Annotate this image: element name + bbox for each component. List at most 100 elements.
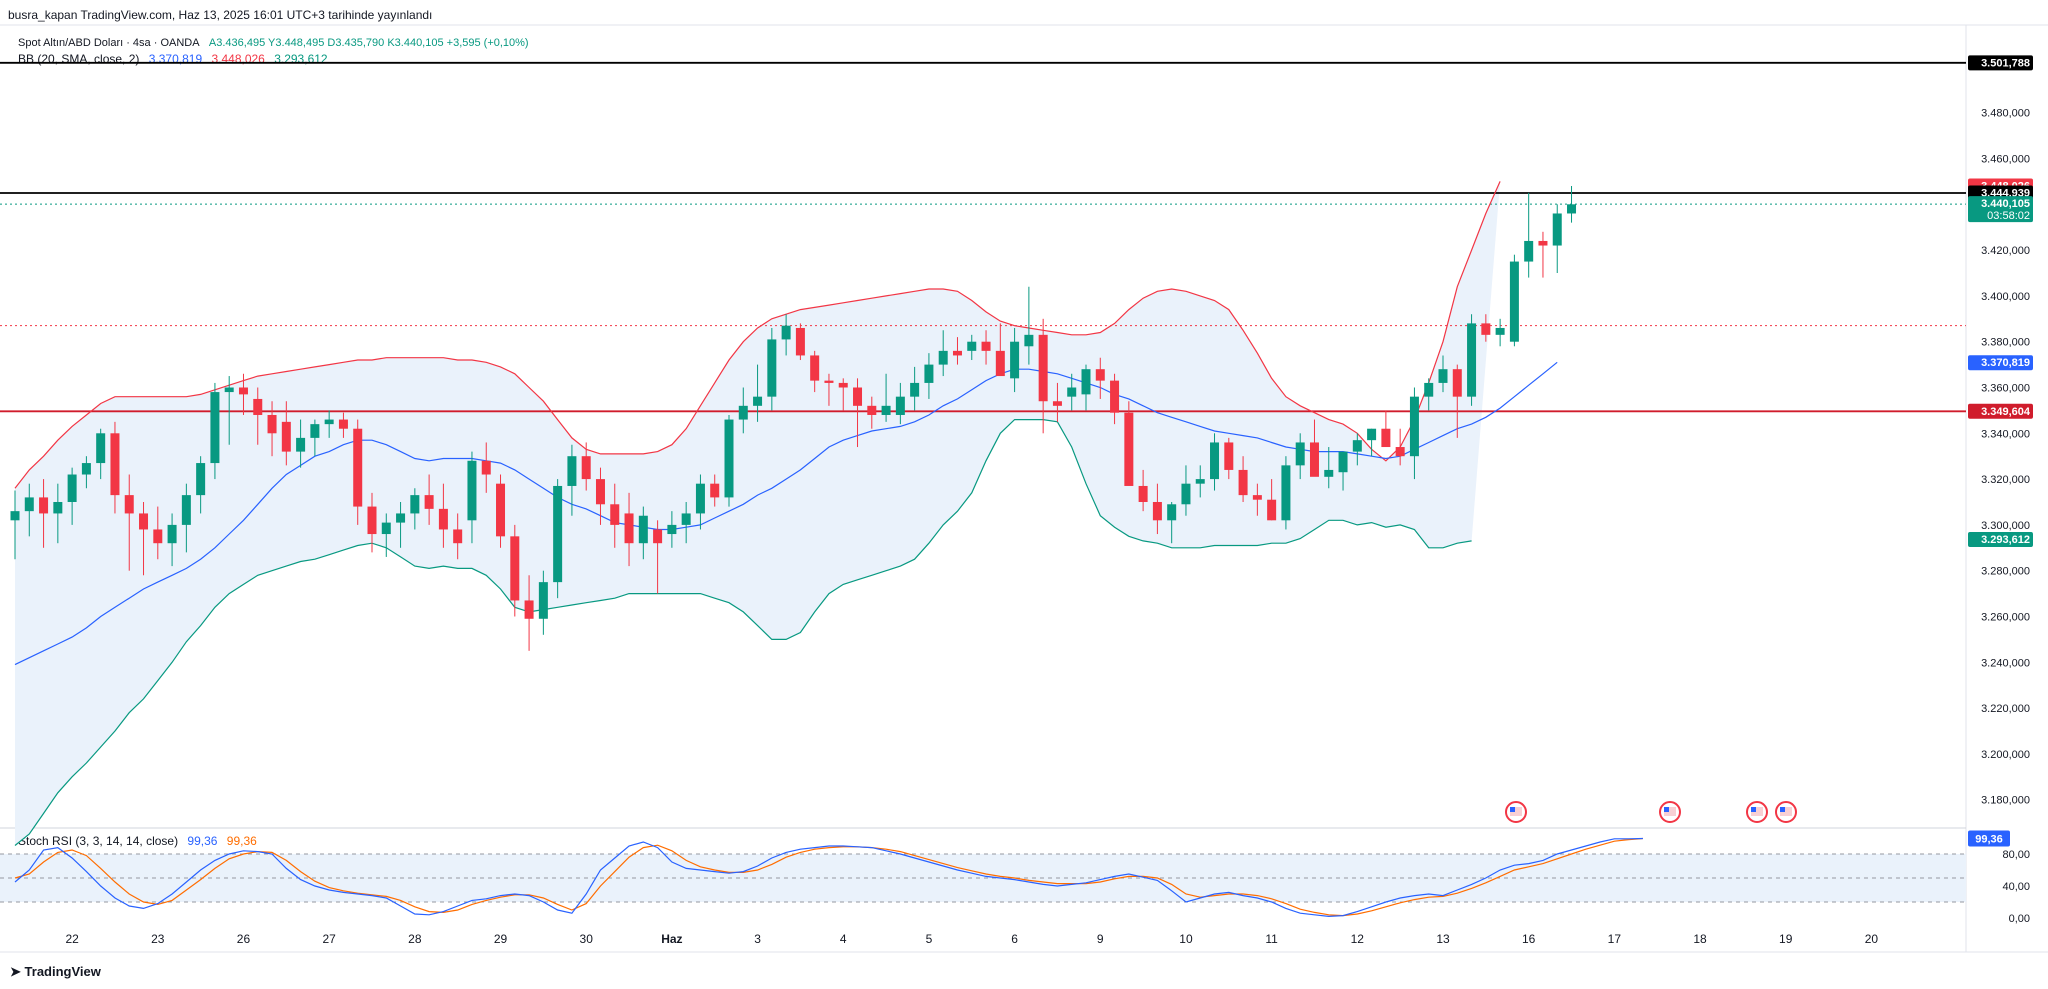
candle-body bbox=[1024, 334, 1034, 347]
candle-body bbox=[267, 414, 277, 434]
candle bbox=[410, 488, 420, 530]
candle-body bbox=[496, 483, 506, 537]
time-tick-label: 9 bbox=[1097, 932, 1104, 946]
candle-body bbox=[1224, 442, 1234, 470]
economic-event-icon[interactable] bbox=[1775, 801, 1797, 823]
price-tick-label: 3.240,000 bbox=[1981, 657, 2030, 669]
symbol-title[interactable]: Spot Altın/ABD Doları · 4sa · OANDA bbox=[18, 37, 200, 49]
candle-body bbox=[124, 495, 134, 514]
candle-body bbox=[595, 479, 605, 505]
candle bbox=[1452, 364, 1462, 438]
candle-body bbox=[353, 428, 363, 507]
candle bbox=[1509, 254, 1519, 347]
candle bbox=[1038, 318, 1048, 434]
candle-body bbox=[1295, 442, 1305, 466]
time-tick-label: 11 bbox=[1265, 932, 1278, 946]
tradingview-logo[interactable]: ➤ TradingView bbox=[10, 964, 101, 980]
stoch-band-fill bbox=[0, 854, 1966, 902]
candle bbox=[67, 467, 77, 525]
candle-body bbox=[510, 536, 520, 601]
candle bbox=[1124, 401, 1134, 486]
candle-body bbox=[610, 504, 620, 525]
candle bbox=[467, 451, 477, 544]
candle bbox=[1295, 433, 1305, 480]
price-label-text: 3.293,612 bbox=[1981, 534, 2030, 546]
candle bbox=[96, 428, 106, 480]
candle bbox=[810, 350, 820, 393]
price-label-text: 3.349,604 bbox=[1981, 406, 2031, 418]
candle-body bbox=[624, 513, 634, 544]
tradingview-brand: TradingView bbox=[24, 964, 101, 979]
candle bbox=[838, 378, 848, 411]
candle bbox=[210, 382, 220, 480]
candle-body bbox=[938, 350, 948, 365]
candle bbox=[510, 524, 520, 617]
candle bbox=[1024, 286, 1034, 365]
candle bbox=[267, 401, 277, 457]
candle-body bbox=[952, 350, 962, 356]
candle bbox=[1424, 378, 1434, 411]
flag-icon bbox=[1780, 807, 1792, 816]
time-tick-label: 18 bbox=[1693, 932, 1707, 946]
candle bbox=[724, 414, 734, 507]
economic-event-icon[interactable] bbox=[1746, 801, 1768, 823]
candle-body bbox=[1138, 485, 1148, 502]
time-tick-label: 20 bbox=[1865, 932, 1879, 946]
candle bbox=[1381, 410, 1391, 448]
candle-body bbox=[338, 419, 348, 429]
candle bbox=[981, 330, 991, 365]
time-tick-label: 3 bbox=[754, 932, 761, 946]
candle-body bbox=[410, 495, 420, 514]
publish-info: busra_kapan TradingView.com, Haz 13, 202… bbox=[8, 8, 433, 22]
candle-body bbox=[1238, 469, 1248, 496]
candle-body bbox=[1124, 412, 1134, 486]
flag-icon bbox=[1664, 807, 1676, 816]
candle bbox=[524, 575, 534, 651]
candle bbox=[1395, 428, 1405, 466]
candle bbox=[781, 314, 791, 356]
candle-body bbox=[39, 497, 49, 514]
candle bbox=[638, 506, 648, 560]
candle bbox=[1552, 204, 1562, 274]
candle bbox=[1524, 192, 1534, 278]
candle bbox=[924, 353, 934, 399]
candle-body bbox=[367, 506, 377, 535]
price-tick-label: 3.480,000 bbox=[1981, 108, 2030, 120]
economic-event-icon[interactable] bbox=[1659, 801, 1681, 823]
candle-body bbox=[1452, 369, 1462, 397]
candle bbox=[224, 376, 234, 445]
flag-canton bbox=[1664, 807, 1669, 812]
candle-body bbox=[238, 387, 248, 395]
candle bbox=[553, 479, 563, 599]
candle bbox=[1067, 373, 1077, 411]
candle bbox=[1095, 357, 1105, 399]
candle-body bbox=[1538, 240, 1548, 246]
candle-body bbox=[1381, 428, 1391, 448]
candle-body bbox=[853, 387, 863, 406]
time-tick-label: 30 bbox=[580, 932, 594, 946]
economic-event-icon[interactable] bbox=[1505, 801, 1527, 823]
candle bbox=[139, 501, 149, 576]
candle-body bbox=[53, 501, 63, 514]
candle bbox=[1152, 483, 1162, 535]
candle-body bbox=[667, 524, 677, 535]
candle bbox=[1238, 456, 1248, 502]
candle-body bbox=[981, 341, 991, 351]
tradingview-logo-icon: ➤ bbox=[10, 964, 21, 979]
candle-body bbox=[867, 405, 877, 415]
candle bbox=[481, 442, 491, 493]
candle-body bbox=[1067, 387, 1077, 397]
price-label-badge bbox=[1968, 532, 2033, 548]
price-tick-label: 3.300,000 bbox=[1981, 520, 2030, 532]
candle bbox=[738, 387, 748, 434]
candle-body bbox=[110, 433, 120, 496]
candle bbox=[910, 366, 920, 411]
stoch-rsi-k-value: 99,36 bbox=[187, 834, 218, 848]
stoch-rsi-label[interactable]: Stoch RSI (3, 3, 14, 14, close) bbox=[18, 834, 179, 848]
candle bbox=[681, 501, 691, 544]
candle bbox=[238, 373, 248, 415]
time-tick-label: 26 bbox=[237, 932, 251, 946]
time-tick-label: 29 bbox=[494, 932, 508, 946]
time-tick-label: 28 bbox=[408, 932, 422, 946]
